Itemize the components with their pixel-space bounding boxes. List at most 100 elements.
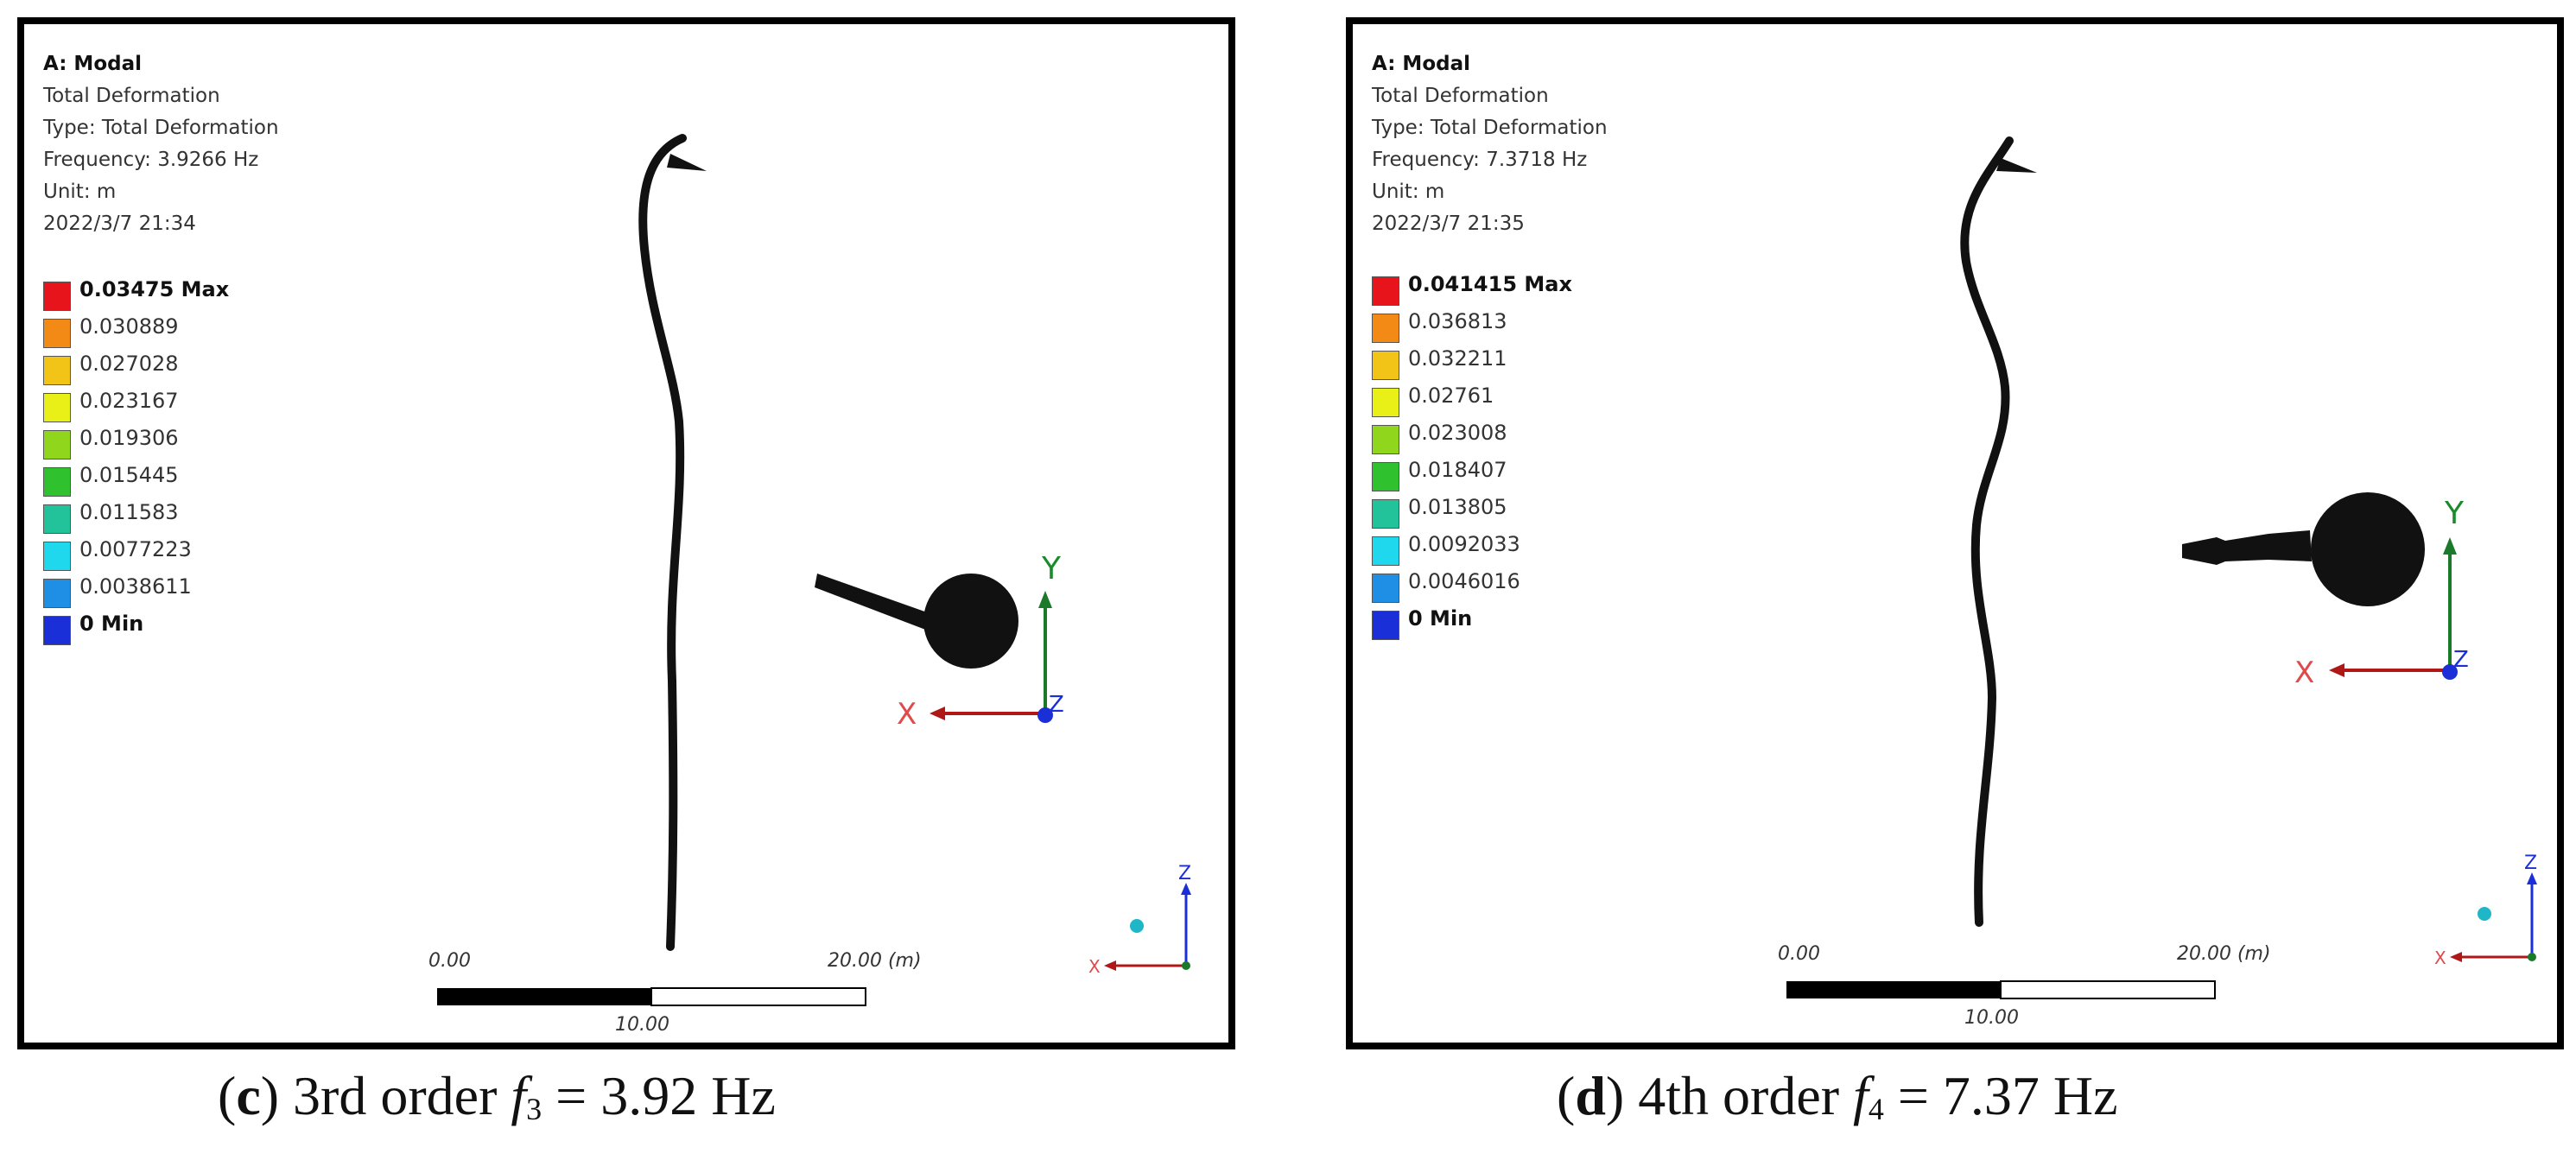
triad-x-label: X bbox=[2294, 656, 2314, 690]
legend-label: 0.019306 bbox=[79, 426, 179, 450]
legend-swatch bbox=[1372, 574, 1399, 603]
legend-label: 0 Min bbox=[1408, 606, 1473, 631]
result-header: A: Modal Total Deformation Type: Total D… bbox=[43, 48, 279, 240]
legend-swatch bbox=[1372, 314, 1399, 343]
legend-label: 0.0038611 bbox=[79, 574, 192, 599]
legend-label: 0.023008 bbox=[1408, 421, 1507, 445]
timestamp-label: 2022/3/7 21:34 bbox=[43, 212, 196, 235]
mini-x-label: X bbox=[2434, 948, 2446, 968]
legend-label: 0.0077223 bbox=[79, 537, 192, 561]
buoy-arm bbox=[2182, 530, 2312, 565]
caption-value: = 3.92 Hz bbox=[542, 1065, 776, 1126]
legend-swatch bbox=[43, 616, 71, 645]
triad-y-label: Y bbox=[1041, 551, 1062, 586]
legend-label: 0.015445 bbox=[79, 463, 179, 487]
caption-text: 4th order bbox=[1624, 1065, 1854, 1126]
buoy-arm bbox=[815, 574, 930, 631]
legend-label: 0.036813 bbox=[1408, 309, 1507, 333]
caption-letter: c bbox=[236, 1065, 261, 1126]
legend-swatch bbox=[43, 579, 71, 608]
coordinate-triad: Y X Z bbox=[2294, 496, 2469, 690]
legend-swatch bbox=[1372, 462, 1399, 491]
caption-text: 3rd order bbox=[279, 1065, 511, 1126]
mini-z-label: Z bbox=[1178, 863, 1191, 884]
scale-right-label: 20.00 (m) bbox=[828, 950, 922, 972]
legend-swatch bbox=[1372, 388, 1399, 417]
caption-subscript: 4 bbox=[1868, 1092, 1884, 1126]
mini-z-label: Z bbox=[2524, 853, 2537, 874]
unit-label: Unit: m bbox=[1372, 181, 1445, 203]
legend-swatch bbox=[1372, 351, 1399, 380]
frequency-label: Frequency: 7.3718 Hz bbox=[1372, 149, 1588, 171]
caption-d: (d) 4th order f4 = 7.37 Hz bbox=[1557, 1065, 2118, 1126]
mini-triad: Z X bbox=[2434, 853, 2537, 968]
legend-swatch bbox=[43, 504, 71, 534]
scale-bar bbox=[1786, 980, 2216, 999]
result-name: Total Deformation bbox=[1372, 85, 1549, 107]
legend-swatch bbox=[1372, 425, 1399, 454]
unit-label: Unit: m bbox=[43, 181, 117, 203]
legend-swatch bbox=[43, 319, 71, 348]
legend-label: 0.032211 bbox=[1408, 346, 1507, 371]
triad-x-label: X bbox=[897, 697, 917, 732]
mini-x-label: X bbox=[1088, 956, 1101, 977]
scale-mid-label: 10.00 bbox=[615, 1014, 669, 1036]
caption-c: (c) 3rd order f3 = 3.92 Hz bbox=[218, 1065, 776, 1126]
result-name: Total Deformation bbox=[43, 85, 220, 107]
legend-label: 0.011583 bbox=[79, 500, 179, 524]
fairlead-marker bbox=[1996, 158, 2037, 173]
analysis-title: A: Modal bbox=[43, 53, 142, 75]
coordinate-triad: Y X Z bbox=[897, 551, 1064, 732]
frequency-label: Frequency: 3.9266 Hz bbox=[43, 149, 259, 171]
scale-bar bbox=[437, 987, 866, 1006]
caption-subscript: 3 bbox=[526, 1092, 542, 1126]
scale-left-label: 0.00 bbox=[1778, 943, 1820, 965]
analysis-title: A: Modal bbox=[1372, 53, 1470, 75]
legend-swatch bbox=[1372, 536, 1399, 566]
mini-triad: Z X bbox=[1088, 863, 1191, 977]
legend-swatch bbox=[1372, 276, 1399, 306]
result-header: A: Modal Total Deformation Type: Total D… bbox=[1372, 48, 1608, 240]
mooring-line bbox=[1960, 136, 2014, 927]
triad-z-label: Z bbox=[2453, 647, 2469, 673]
model-viewport[interactable]: Y X Z Z X bbox=[24, 24, 1242, 1056]
legend-label: 0.023167 bbox=[79, 389, 179, 413]
scale-left-label: 0.00 bbox=[428, 950, 471, 972]
modal-panel-d: A: Modal Total Deformation Type: Total D… bbox=[1346, 17, 2564, 1049]
mooring-line bbox=[638, 134, 687, 951]
scale-mid-label: 10.00 bbox=[1964, 1007, 2019, 1029]
triad-z-label: Z bbox=[1049, 692, 1064, 718]
legend-label: 0.0046016 bbox=[1408, 569, 1520, 593]
triad-y-label: Y bbox=[2444, 496, 2465, 531]
modal-panel-c: A: Modal Total Deformation Type: Total D… bbox=[17, 17, 1235, 1049]
result-type: Type: Total Deformation bbox=[43, 117, 279, 139]
legend-label: 0.02761 bbox=[1408, 383, 1494, 408]
caption-symbol: f bbox=[1853, 1065, 1869, 1126]
legend-label: 0.027028 bbox=[79, 352, 179, 376]
model-viewport[interactable]: Y X Z Z X bbox=[1353, 24, 2571, 1056]
result-type: Type: Total Deformation bbox=[1372, 117, 1608, 139]
legend-label: 0.018407 bbox=[1408, 458, 1507, 482]
legend-label: 0.03475 Max bbox=[79, 277, 230, 301]
legend-label: 0 Min bbox=[79, 612, 144, 636]
buoy-body bbox=[2311, 492, 2425, 606]
legend-label: 0.041415 Max bbox=[1408, 272, 1572, 296]
legend-swatch bbox=[1372, 611, 1399, 640]
caption-symbol: f bbox=[511, 1065, 527, 1126]
scale-right-label: 20.00 (m) bbox=[2177, 943, 2271, 965]
legend-label: 0.0092033 bbox=[1408, 532, 1520, 556]
legend-swatch bbox=[43, 282, 71, 311]
legend-swatch bbox=[43, 393, 71, 422]
legend-swatch bbox=[43, 542, 71, 571]
caption-value: = 7.37 Hz bbox=[1883, 1065, 2118, 1126]
legend-swatch bbox=[43, 467, 71, 497]
legend-label: 0.013805 bbox=[1408, 495, 1507, 519]
legend-swatch bbox=[43, 356, 71, 385]
caption-letter: d bbox=[1575, 1065, 1606, 1126]
timestamp-label: 2022/3/7 21:35 bbox=[1372, 212, 1525, 235]
buoy-body bbox=[923, 574, 1018, 669]
fairlead-marker bbox=[667, 154, 707, 171]
legend-swatch bbox=[1372, 499, 1399, 529]
legend-label: 0.030889 bbox=[79, 314, 179, 339]
legend-swatch bbox=[43, 430, 71, 460]
